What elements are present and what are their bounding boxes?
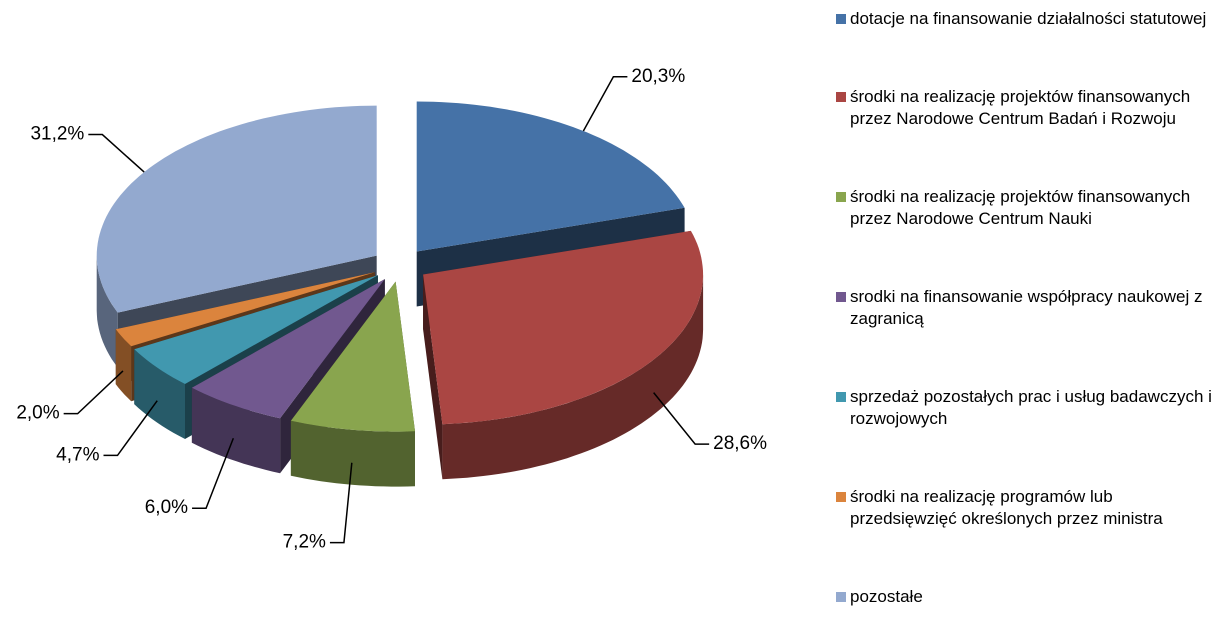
data-label: 2,0% [16, 403, 59, 424]
slice [290, 281, 415, 487]
legend-item: środki na realizację projektów finansowa… [836, 186, 1216, 230]
legend-label: środki na realizację programów lub przed… [850, 487, 1163, 528]
slice-side [115, 329, 132, 402]
data-label: 7,2% [283, 532, 326, 553]
legend-item: środki na realizację programów lub przed… [836, 486, 1216, 530]
data-label: 6,0% [145, 497, 188, 518]
legend-item: pozostałe [836, 586, 1216, 608]
legend-swatch [836, 192, 846, 202]
legend-item: środki na realizację projektów finansowa… [836, 86, 1216, 130]
chart: 20,3% 28,6% 7,2% 6,0% 4,7% 2,0% 31,2% [16, 66, 767, 553]
legend-swatch [836, 92, 846, 102]
leader-line [329, 462, 353, 544]
leader-line [653, 392, 710, 445]
legend-item: dotacje na finansowanie działalności sta… [836, 8, 1216, 30]
slice-side [191, 387, 281, 474]
slice-top [115, 272, 375, 347]
slice-top [423, 230, 704, 425]
slice-top [134, 275, 378, 384]
leader-line [88, 133, 145, 173]
leader-line [582, 76, 628, 132]
legend-label: srodki na finansowanie współpracy naukow… [850, 287, 1203, 328]
legend-swatch [836, 392, 846, 402]
slice-side [134, 349, 185, 439]
legend-label: dotacje na finansowanie działalności sta… [850, 9, 1207, 28]
legend-swatch [836, 14, 846, 24]
data-label: 4,7% [56, 444, 99, 465]
legend-label: środki na realizację projektów finansowa… [850, 187, 1191, 228]
legend-swatch [836, 492, 846, 502]
slice-top [290, 281, 415, 432]
slice-side [96, 255, 118, 368]
slice-top [96, 105, 377, 313]
slice-top [416, 101, 685, 252]
data-label: 20,3% [631, 66, 685, 87]
legend-label: środki na realizację projektów finansowa… [850, 87, 1191, 128]
slice [423, 230, 704, 480]
leader-line [103, 400, 158, 457]
slice-cut-face [423, 274, 443, 480]
legend-swatch [836, 592, 846, 602]
leader-line [192, 437, 235, 509]
legend-swatch [836, 292, 846, 302]
legend-label: pozostałe [850, 587, 923, 606]
data-label: 28,6% [713, 433, 767, 454]
slice-top [191, 279, 385, 419]
slice-side [290, 420, 415, 487]
data-label: 31,2% [30, 124, 84, 145]
legend-item: sprzedaż pozostałych prac i usług badawc… [836, 386, 1216, 430]
slice-side [442, 274, 704, 480]
leader-line [63, 370, 124, 415]
legend: dotacje na finansowanie działalności sta… [836, 8, 1216, 608]
legend-label: sprzedaż pozostałych prac i usług badawc… [850, 387, 1212, 428]
legend-item: srodki na finansowanie współpracy naukow… [836, 286, 1216, 330]
